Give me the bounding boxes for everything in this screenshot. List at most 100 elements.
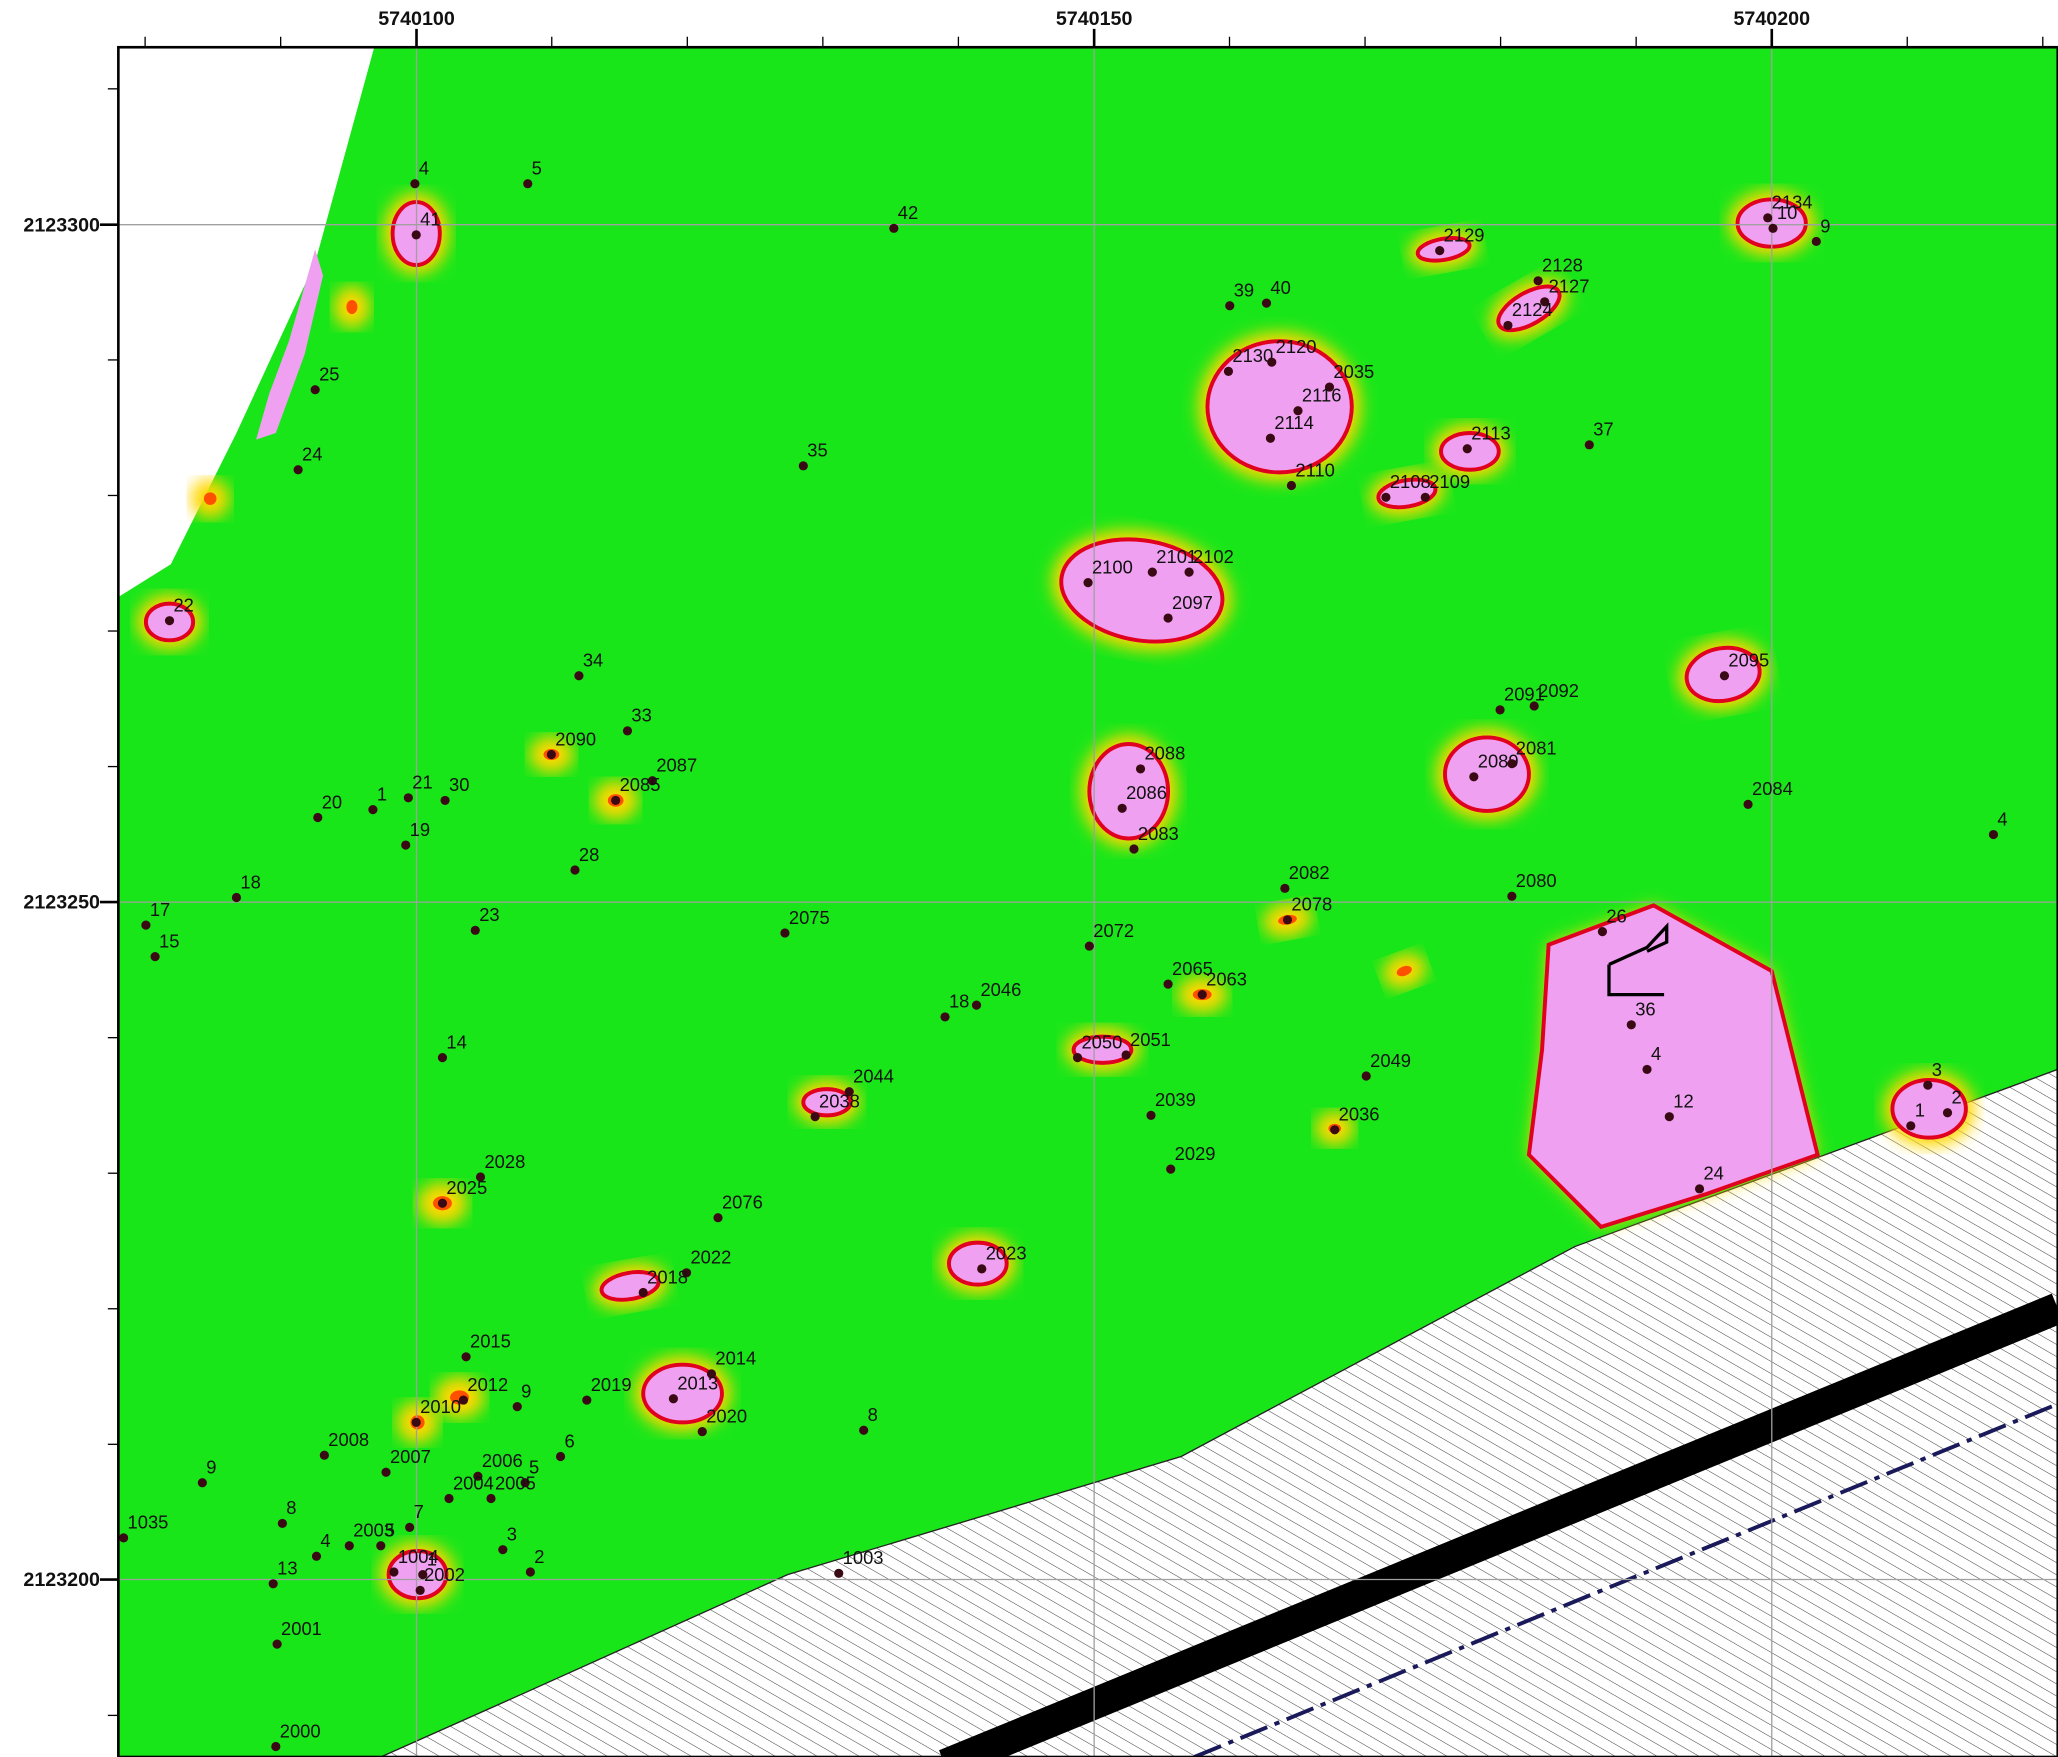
survey-point bbox=[1435, 246, 1445, 256]
survey-point bbox=[574, 671, 584, 681]
survey-point bbox=[1942, 1108, 1953, 1118]
survey-point bbox=[1529, 701, 1539, 711]
point-label: 2001 bbox=[281, 1618, 322, 1639]
survey-point bbox=[1286, 480, 1297, 491]
point-label: 2014 bbox=[715, 1348, 756, 1369]
point-label: 2008 bbox=[328, 1429, 369, 1450]
point-label: 3 bbox=[507, 1523, 517, 1544]
structure-outline bbox=[1607, 922, 1669, 997]
point-label: 40 bbox=[1270, 277, 1290, 298]
point-label: 2004 bbox=[453, 1472, 494, 1493]
point-label: 5 bbox=[532, 158, 542, 179]
point-label: 2018 bbox=[647, 1266, 688, 1287]
survey-point bbox=[1626, 1020, 1636, 1030]
point-label: 12 bbox=[1673, 1090, 1693, 1111]
anomaly-core bbox=[346, 299, 358, 315]
survey-point bbox=[1495, 705, 1505, 715]
point-label: 2029 bbox=[1175, 1143, 1216, 1164]
point-label: 2023 bbox=[986, 1243, 1027, 1264]
point-label: 2036 bbox=[1339, 1104, 1380, 1125]
survey-point bbox=[1121, 1050, 1131, 1060]
point-label: 26 bbox=[1606, 905, 1626, 926]
survey-point bbox=[311, 1551, 322, 1561]
survey-point bbox=[1469, 772, 1479, 782]
survey-point bbox=[418, 1570, 428, 1580]
survey-point bbox=[1597, 927, 1608, 937]
point-label: 2022 bbox=[690, 1247, 731, 1268]
point-label: 2110 bbox=[1295, 459, 1334, 480]
point-label: 2028 bbox=[484, 1151, 525, 1172]
point-label: 2005 bbox=[495, 1472, 536, 1493]
point-label: 2003 bbox=[353, 1520, 394, 1541]
survey-point bbox=[310, 385, 320, 395]
point-label: 2088 bbox=[1144, 743, 1185, 764]
point-label: 4 bbox=[419, 158, 429, 179]
survey-point bbox=[271, 1741, 281, 1752]
point-label: 18 bbox=[240, 871, 260, 892]
point-label: 2085 bbox=[620, 774, 661, 795]
survey-point bbox=[440, 795, 450, 806]
point-label: 28 bbox=[579, 844, 599, 865]
survey-point bbox=[1261, 298, 1272, 308]
survey-point bbox=[1923, 1080, 1933, 1090]
survey-point bbox=[1072, 1053, 1083, 1063]
survey-point bbox=[1330, 1125, 1340, 1135]
point-label: 2082 bbox=[1289, 862, 1330, 883]
survey-point bbox=[1763, 213, 1773, 223]
survey-point bbox=[381, 1467, 391, 1477]
black-band bbox=[939, 1293, 2058, 1757]
survey-point bbox=[437, 1198, 448, 1208]
point-label: 7 bbox=[414, 1501, 424, 1522]
anomaly bbox=[641, 1362, 724, 1425]
point-label: 1 bbox=[427, 1548, 437, 1569]
survey-point bbox=[164, 616, 175, 626]
point-label: 2109 bbox=[1429, 471, 1470, 492]
point-label: 23 bbox=[479, 904, 499, 925]
point-label: 2080 bbox=[1516, 870, 1557, 891]
survey-point bbox=[1381, 492, 1391, 502]
point-label: 2113 bbox=[1471, 423, 1510, 444]
anomaly bbox=[1059, 537, 1225, 644]
point-label: 30 bbox=[449, 774, 469, 795]
survey-point bbox=[1184, 567, 1194, 577]
point-label: 2010 bbox=[420, 1396, 461, 1417]
point-label: 1004 bbox=[398, 1546, 439, 1567]
survey-point bbox=[1117, 803, 1127, 813]
survey-point bbox=[1507, 759, 1517, 769]
survey-point bbox=[611, 795, 621, 806]
point-label: 2038 bbox=[819, 1090, 860, 1111]
survey-point bbox=[1166, 1164, 1176, 1174]
survey-point bbox=[638, 1287, 648, 1298]
survey-point bbox=[1462, 444, 1472, 454]
survey-point bbox=[570, 865, 580, 875]
point-label: 8 bbox=[868, 1404, 878, 1425]
point-label: 2075 bbox=[789, 907, 830, 928]
point-label: 2095 bbox=[1728, 650, 1769, 671]
point-label: 2086 bbox=[1126, 782, 1167, 803]
point-label: 2013 bbox=[677, 1373, 718, 1394]
anomaly bbox=[1442, 735, 1531, 813]
survey-point bbox=[1694, 1184, 1705, 1194]
survey-point bbox=[1197, 990, 1207, 1000]
point-label: 34 bbox=[583, 650, 603, 671]
survey-point bbox=[1664, 1112, 1674, 1122]
survey-point bbox=[681, 1268, 692, 1278]
survey-point bbox=[523, 179, 533, 189]
survey-point bbox=[1361, 1071, 1371, 1081]
point-label: 2127 bbox=[1549, 276, 1590, 297]
survey-point bbox=[1324, 382, 1335, 392]
survey-point bbox=[1163, 979, 1173, 989]
survey-point bbox=[555, 1451, 566, 1462]
survey-point bbox=[368, 805, 378, 815]
dash-line bbox=[1193, 1402, 2058, 1757]
survey-point bbox=[1267, 357, 1277, 367]
survey-point bbox=[405, 1522, 415, 1532]
point-label: 10 bbox=[1777, 202, 1797, 223]
survey-point bbox=[150, 951, 160, 962]
y-tick-label: 2123250 bbox=[23, 892, 100, 914]
survey-point bbox=[668, 1394, 678, 1404]
survey-point bbox=[470, 925, 480, 935]
survey-point bbox=[1163, 613, 1173, 623]
point-label: 4 bbox=[1651, 1043, 1661, 1064]
